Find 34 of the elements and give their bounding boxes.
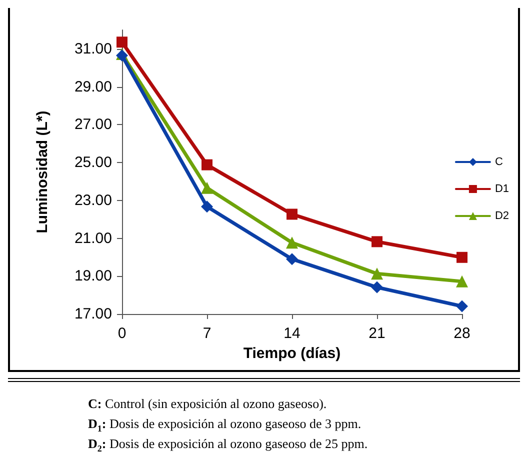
point xyxy=(201,182,213,194)
y-tick-label: 19.00 xyxy=(74,268,112,285)
text: D$_{1}$: Dosis de exposición al ozono gaseoso de 3 ppm. xyxy=(88,415,362,434)
y-tick-label: 21.00 xyxy=(74,230,112,247)
point xyxy=(371,268,383,280)
y-axis-title: Luminosidad (L*) xyxy=(34,110,51,234)
point xyxy=(201,200,213,213)
text: D$_{2}$: Dosis de exposición al ozono gaseoso de 25 ppm. xyxy=(88,435,369,454)
y-tick-label: 31.00 xyxy=(74,40,112,58)
legend-label: C xyxy=(494,156,503,168)
legend-label: D1 xyxy=(494,183,509,195)
y-tick-label: 27.00 xyxy=(74,116,112,134)
point xyxy=(116,36,128,48)
x-axis-title: Tiempo (días) xyxy=(243,345,341,362)
point xyxy=(286,208,298,220)
x-tick-label: 14 xyxy=(284,325,300,342)
point xyxy=(286,236,298,249)
x-tick-label: 7 xyxy=(202,325,212,342)
point xyxy=(456,275,468,288)
point xyxy=(456,252,468,263)
x-tick-label: 21 xyxy=(368,325,386,342)
y-tick-label: 23.00 xyxy=(74,192,112,209)
y-tick-label: 29.00 xyxy=(74,78,112,96)
point xyxy=(202,159,212,170)
point xyxy=(456,300,468,312)
point xyxy=(286,253,298,266)
point xyxy=(371,281,383,294)
x-tick-label: 0 xyxy=(118,325,126,342)
legend-label: D2 xyxy=(494,210,509,222)
x-tick-label: 28 xyxy=(454,325,470,342)
y-tick-label: 25.00 xyxy=(74,154,112,172)
text: C: Control (sin exposición al ozono gaseoso). xyxy=(88,395,328,413)
y-tick-label: 17.00 xyxy=(74,306,112,322)
point xyxy=(372,236,382,248)
